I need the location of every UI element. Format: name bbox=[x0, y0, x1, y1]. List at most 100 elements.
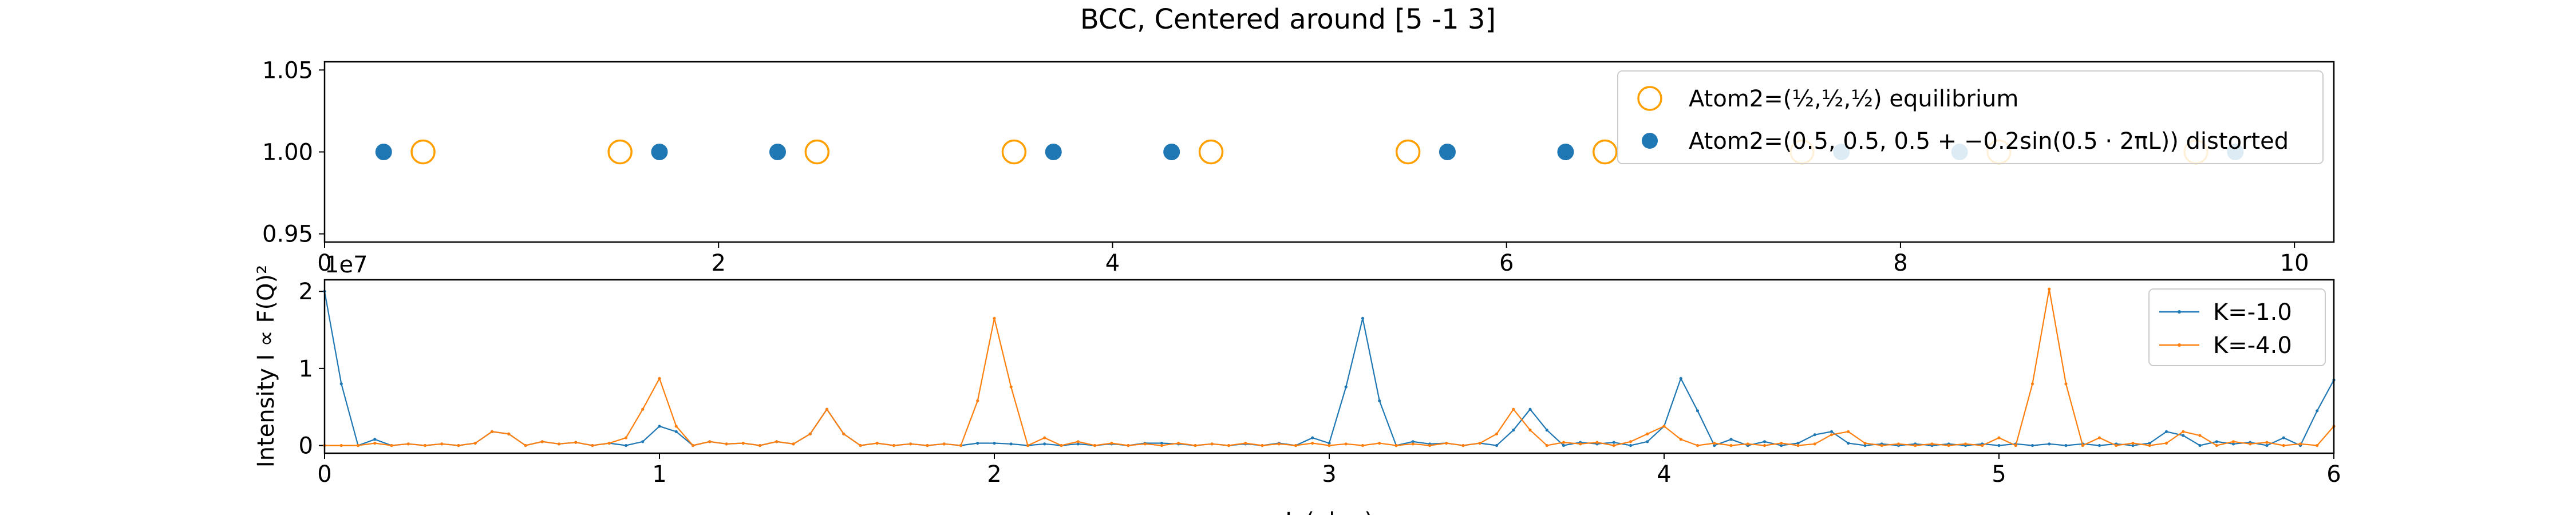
line-point bbox=[1512, 407, 1515, 411]
bottom-axis-ticks: 0 1 2 3 4 5 6 0 1 2 bbox=[299, 279, 2341, 488]
line-point bbox=[2164, 441, 2168, 445]
line-point bbox=[2298, 442, 2302, 446]
line-point bbox=[641, 407, 645, 411]
legend-label: K=-1.0 bbox=[2213, 299, 2292, 326]
line-point bbox=[2131, 441, 2135, 445]
legend-label: Atom2=(0.5, 0.5, 0.5 + −0.2sin(0.5 · 2πL… bbox=[1689, 128, 2289, 154]
line-point bbox=[2265, 443, 2269, 447]
line-point bbox=[741, 441, 745, 445]
line-point bbox=[2231, 442, 2235, 446]
x-tick-label: 1 bbox=[652, 461, 666, 488]
top-axis-ticks: 0 2 4 6 8 10 0.95 1.00 1.05 bbox=[262, 57, 2309, 276]
line-point bbox=[1796, 441, 1800, 445]
line-point bbox=[1863, 443, 1867, 447]
scatter-point bbox=[607, 139, 633, 165]
line-point bbox=[1261, 443, 1264, 447]
line-point bbox=[1897, 442, 1901, 446]
bottom-axes-frame bbox=[323, 279, 2335, 454]
line-point bbox=[1545, 429, 1548, 432]
x-tick-label: 2 bbox=[712, 250, 726, 276]
legend-box bbox=[2148, 288, 2326, 366]
line-point bbox=[1461, 443, 1465, 447]
line-point bbox=[825, 407, 829, 411]
line-point bbox=[1612, 441, 1615, 444]
line-point bbox=[708, 440, 712, 443]
line-point bbox=[1327, 441, 1331, 445]
line-point bbox=[1512, 429, 1515, 432]
line-point bbox=[1579, 442, 1582, 446]
line-point bbox=[1646, 440, 1649, 443]
top-axes-frame bbox=[323, 61, 2335, 243]
line-point bbox=[2097, 443, 2101, 447]
line-point bbox=[1478, 441, 1481, 445]
line-point bbox=[540, 440, 544, 443]
line-point bbox=[2048, 287, 2051, 291]
x-tick-label: 4 bbox=[1657, 461, 1671, 488]
line-point bbox=[1043, 442, 1046, 446]
line-point bbox=[1277, 442, 1281, 446]
y-tick-label: 0.95 bbox=[262, 221, 313, 248]
line-point bbox=[1127, 443, 1130, 447]
line-point bbox=[1796, 443, 1800, 447]
line-point bbox=[1294, 443, 1298, 447]
line-point bbox=[356, 443, 360, 447]
line-point bbox=[1311, 436, 1314, 439]
legend-marker bbox=[1637, 86, 1662, 111]
line-point bbox=[842, 432, 846, 435]
line-point bbox=[1813, 433, 1816, 437]
line-point bbox=[373, 441, 377, 445]
line-point bbox=[1177, 441, 1180, 445]
line-point bbox=[859, 443, 862, 447]
line-point bbox=[473, 441, 477, 445]
scatter-point bbox=[651, 144, 668, 160]
line-point bbox=[725, 442, 728, 446]
bottom-legend: K=-1.0 K=-4.0 bbox=[2148, 288, 2326, 366]
line-point bbox=[1344, 442, 1348, 446]
line-point bbox=[1847, 430, 1850, 433]
line-point bbox=[1981, 443, 1984, 447]
line-point bbox=[1914, 443, 1917, 447]
line-point bbox=[490, 430, 494, 433]
scatter-point bbox=[769, 144, 786, 160]
line-point bbox=[1646, 432, 1649, 435]
y-axis-label: Intensity I ∝ F(Q)² bbox=[253, 265, 279, 468]
y-tick-label: 0 bbox=[299, 433, 313, 459]
line-point bbox=[1780, 441, 1783, 445]
scatter-point bbox=[1198, 139, 1224, 165]
line-point bbox=[2265, 441, 2269, 444]
line-point bbox=[1160, 443, 1164, 447]
line-point bbox=[1076, 442, 1080, 446]
line-point bbox=[1110, 441, 1113, 445]
line-point bbox=[1713, 441, 1716, 445]
line-point bbox=[607, 441, 611, 445]
legend-marker bbox=[1642, 133, 1658, 149]
scatter-point bbox=[1395, 139, 1421, 165]
line-point bbox=[792, 442, 795, 446]
line-point bbox=[1696, 443, 1700, 447]
line-point bbox=[339, 443, 343, 447]
scatter-point bbox=[1163, 144, 1180, 160]
scatter-point bbox=[1001, 139, 1027, 165]
line-point bbox=[1495, 432, 1499, 435]
line-point bbox=[1227, 443, 1231, 447]
line-point bbox=[1847, 441, 1850, 445]
line-point bbox=[574, 441, 578, 444]
line-point bbox=[423, 443, 427, 447]
legend-label: K=-4.0 bbox=[2213, 332, 2292, 359]
line-point bbox=[1679, 377, 1682, 380]
offset-label: 1e7 bbox=[325, 252, 368, 278]
scatter-point bbox=[804, 139, 830, 165]
line-point bbox=[1361, 316, 1365, 320]
line-point bbox=[1445, 441, 1448, 445]
line-point bbox=[1830, 430, 1834, 433]
line-point bbox=[1344, 385, 1348, 389]
line-point bbox=[1060, 443, 1063, 447]
line-point bbox=[1930, 442, 1934, 446]
line-point bbox=[524, 443, 527, 447]
line-point bbox=[1528, 407, 1532, 411]
line-point bbox=[674, 430, 678, 433]
x-tick-label: 2 bbox=[987, 461, 1001, 488]
line-point bbox=[1009, 385, 1013, 389]
line-point bbox=[1545, 443, 1548, 447]
